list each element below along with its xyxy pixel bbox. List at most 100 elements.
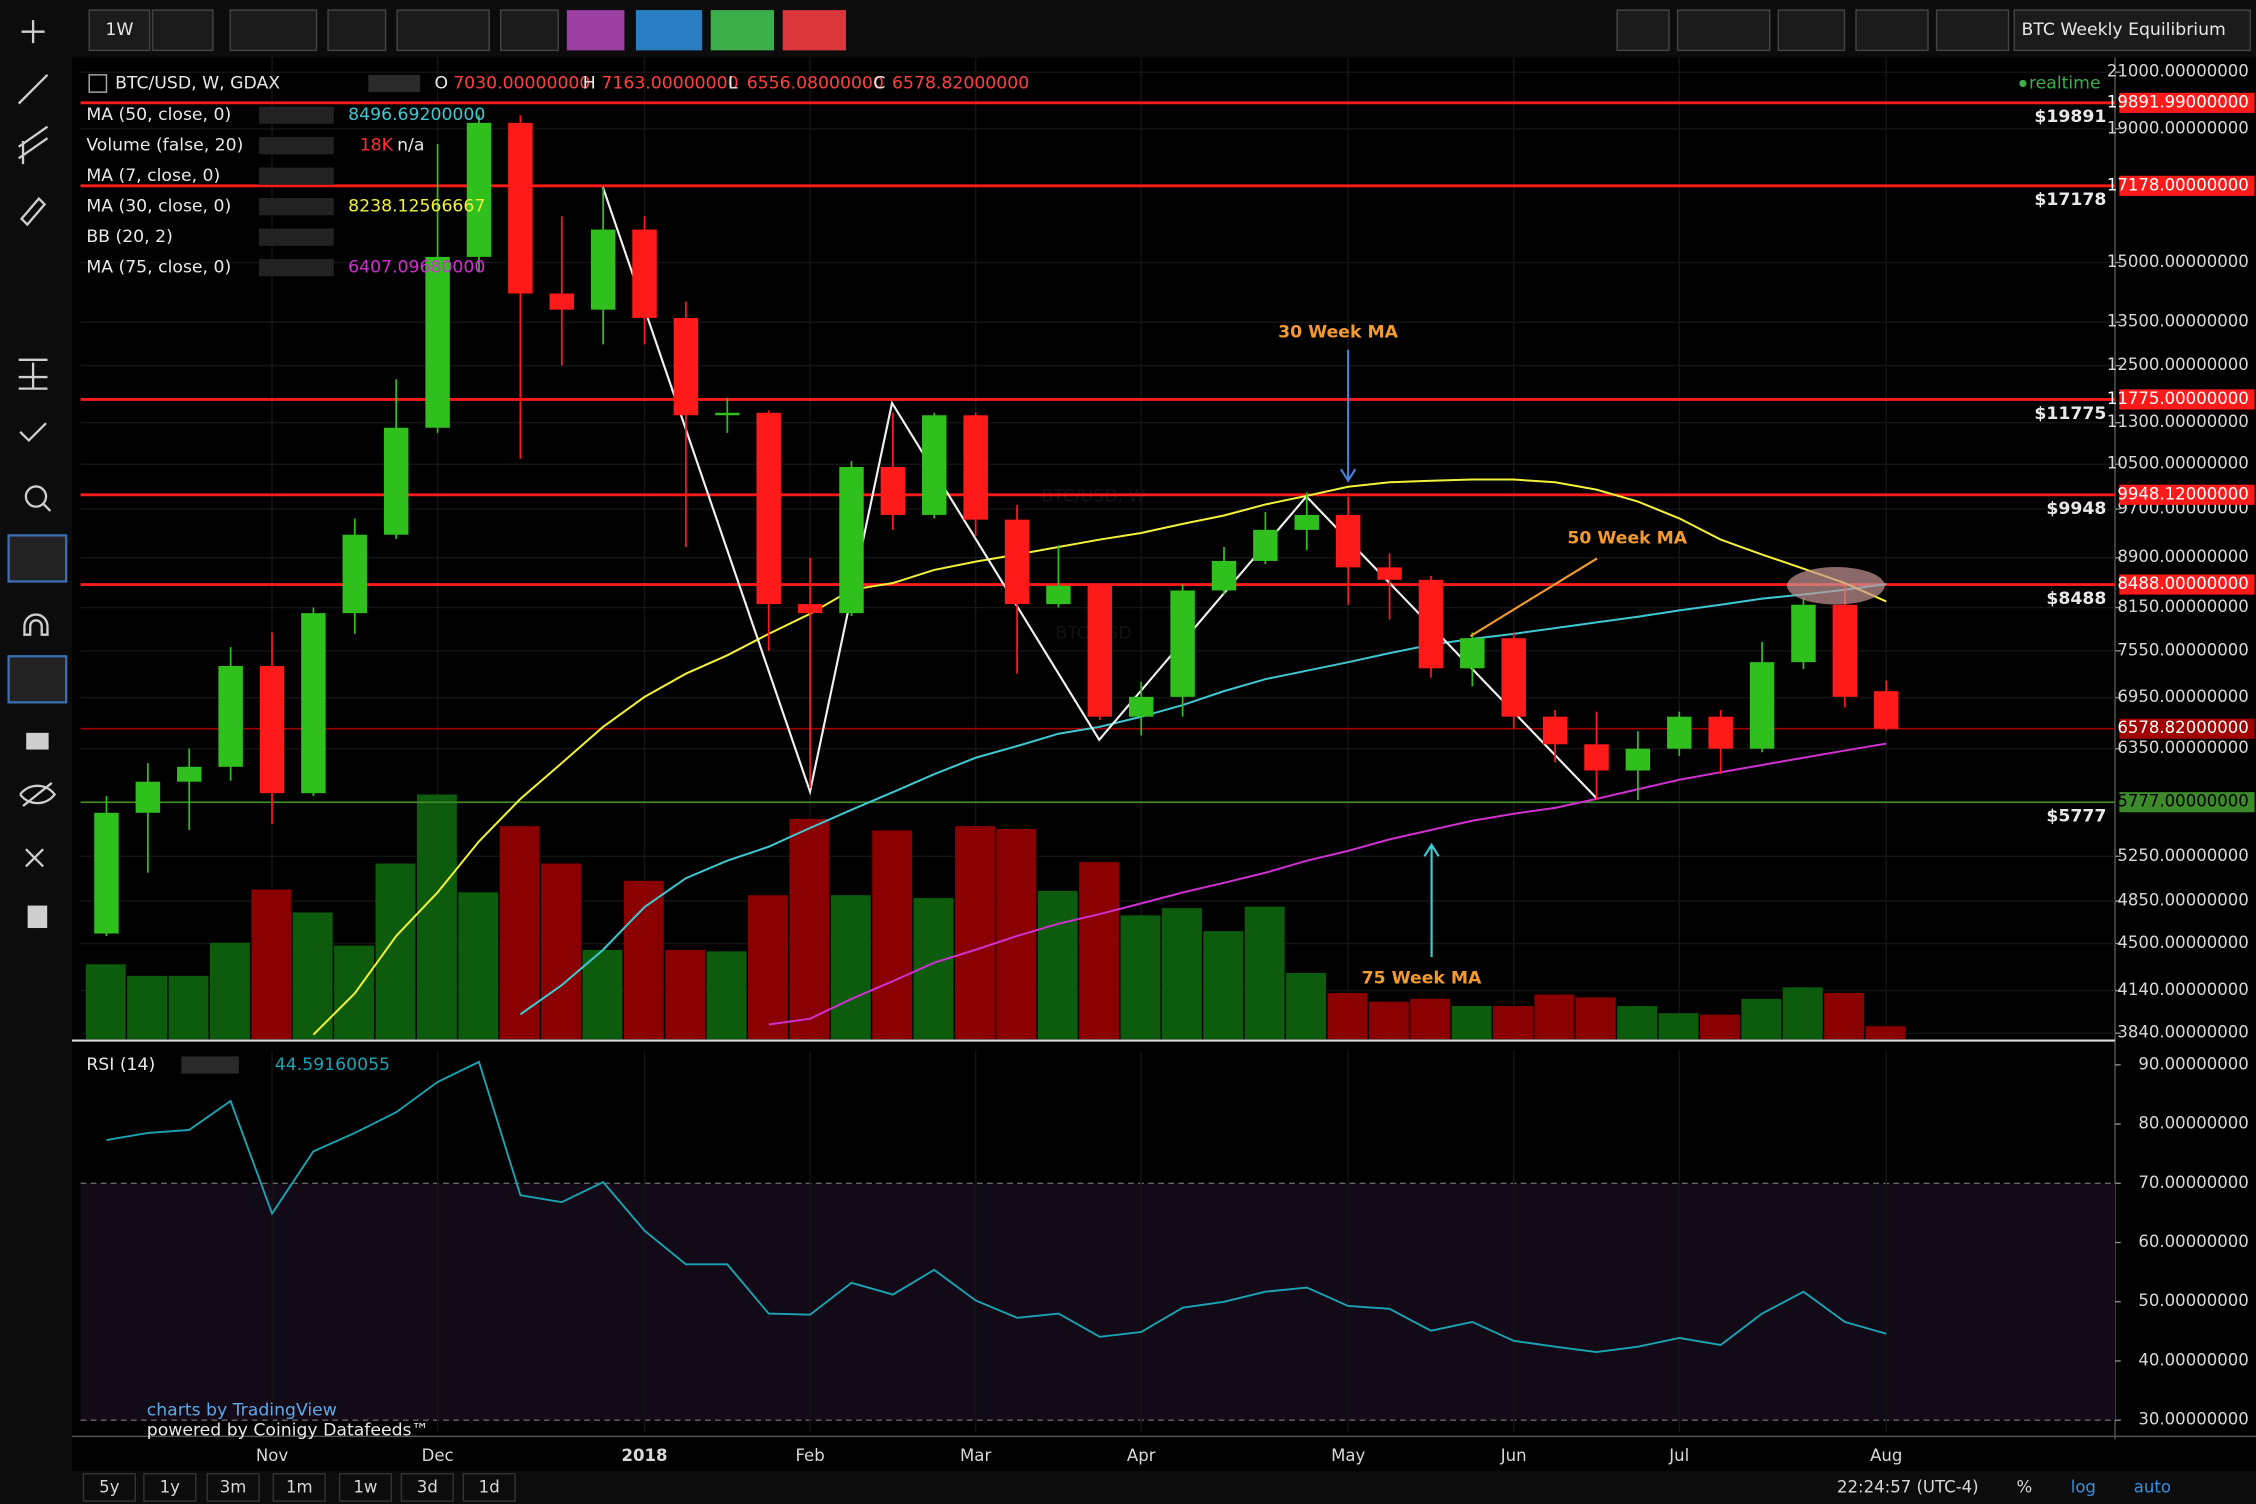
indicator-controls[interactable]: [258, 259, 334, 277]
load-button[interactable]: [1855, 9, 1929, 52]
crosshair-tool[interactable]: [21, 20, 45, 44]
level-axis-label: 8488.00000000: [2117, 574, 2248, 593]
sell-button[interactable]: [782, 10, 846, 51]
range-button[interactable]: [400, 1473, 454, 1502]
x-tick-label: Jun: [1500, 1446, 1527, 1465]
volume-bar: [1534, 994, 1575, 1040]
candle-body: [1046, 585, 1071, 605]
annotation: 75 Week MA: [1362, 969, 1482, 989]
range-label: 1d: [479, 1478, 500, 1497]
settings-button[interactable]: [327, 9, 387, 52]
range-label: 1w: [353, 1478, 377, 1497]
symbol-settings[interactable]: [368, 74, 421, 93]
level-axis-box: [2119, 718, 2255, 739]
collapse-toggle[interactable]: [88, 74, 108, 93]
trendline-tool[interactable]: [17, 74, 49, 105]
scale-button[interactable]: %: [2016, 1478, 2032, 1497]
magnet-tool[interactable]: [23, 613, 49, 636]
alert-button[interactable]: [635, 10, 703, 51]
range-button[interactable]: [143, 1473, 197, 1502]
save-button[interactable]: [1935, 9, 2010, 52]
scale-button[interactable]: auto: [2134, 1478, 2171, 1497]
indicator-controls[interactable]: [258, 137, 334, 155]
volume-bar: [251, 889, 292, 1040]
candle-body: [1832, 604, 1858, 697]
volume-bar: [1244, 906, 1285, 1040]
annotation: 30 Week MA: [1278, 322, 1398, 342]
candle-body: [963, 415, 988, 520]
range-button[interactable]: [462, 1473, 516, 1502]
x-tick-label: 2018: [622, 1446, 668, 1465]
layout-name: BTC Weekly Equilibrium: [2021, 20, 2225, 40]
hide-tool[interactable]: [19, 782, 57, 807]
measure-tool[interactable]: [18, 358, 48, 390]
remove-tool[interactable]: [25, 848, 44, 868]
app-button[interactable]: [566, 10, 625, 51]
ohlc-value: 7030.00000000: [453, 73, 590, 93]
indicator-name: MA (75, close, 0): [86, 258, 231, 278]
indicator-controls[interactable]: [258, 228, 334, 246]
volume-bar: [1286, 972, 1327, 1040]
candle-body: [922, 415, 947, 515]
indicator-controls[interactable]: [258, 198, 334, 216]
trash-tool[interactable]: [27, 905, 48, 929]
volume-bar: [830, 895, 871, 1040]
fullscreen-button[interactable]: [1616, 9, 1670, 52]
indicator-controls[interactable]: [258, 106, 334, 124]
candle-body: [135, 781, 161, 813]
brush-tool[interactable]: [20, 196, 47, 227]
chart-style-button[interactable]: [229, 9, 318, 52]
rsi-tick-label: 80.00000000: [2138, 1114, 2248, 1133]
favorites-tool[interactable]: [7, 534, 68, 583]
indicator-controls[interactable]: [258, 167, 334, 185]
rsi-value: 44.59160055: [275, 1055, 390, 1075]
watermark: BTC/USD, W: [1041, 487, 1145, 507]
level-label: $17178: [2034, 190, 2106, 210]
interval-menu[interactable]: [151, 9, 214, 52]
interval-button[interactable]: [88, 9, 151, 52]
level-axis-box: [2119, 92, 2255, 113]
volume-bar: [748, 895, 788, 1040]
indicator-name: Volume (false, 20): [86, 136, 243, 156]
level-label: $5777: [2046, 807, 2106, 827]
undo-redo-buttons[interactable]: [1676, 9, 1771, 52]
fib-tool[interactable]: [18, 125, 49, 165]
rsi-tick-label: 40.00000000: [2138, 1350, 2248, 1369]
level-axis-box: [2119, 175, 2255, 196]
volume-bar: [582, 949, 623, 1040]
x-tick-label: Nov: [256, 1446, 288, 1465]
scale-button[interactable]: log: [2071, 1478, 2096, 1497]
rsi-settings[interactable]: [181, 1056, 239, 1074]
volume-bar: [1451, 1006, 1492, 1040]
indicators-button[interactable]: [396, 9, 490, 52]
range-button[interactable]: [338, 1473, 393, 1502]
candle-body: [94, 812, 119, 934]
snapshot-button[interactable]: [1777, 9, 1846, 52]
candle-body: [1460, 638, 1485, 669]
y-tick-label: 13500.00000000: [2107, 312, 2249, 331]
check-tool[interactable]: [19, 422, 47, 443]
lock-tool[interactable]: [26, 732, 49, 750]
layout-button[interactable]: [2013, 9, 2251, 52]
y-tick-label: 3840.00000000: [2117, 1023, 2248, 1042]
range-button[interactable]: [206, 1473, 260, 1502]
rsi-tick-label: 50.00000000: [2138, 1291, 2248, 1310]
arrow-head-75: [1423, 842, 1440, 857]
buy-button[interactable]: [710, 10, 775, 51]
range-button[interactable]: [82, 1473, 136, 1502]
left-toolbar: [0, 0, 72, 1504]
level-label: $11775: [2034, 404, 2106, 424]
zoom-tool[interactable]: [24, 485, 48, 508]
candle-body: [466, 122, 492, 257]
candle-body: [549, 293, 574, 310]
candle-body: [632, 229, 657, 318]
volume-bar: [375, 863, 416, 1040]
level-label: $9948: [2046, 499, 2106, 519]
ohlc-key: O: [435, 73, 449, 93]
candle-body: [1542, 716, 1568, 745]
compare-button[interactable]: [499, 9, 559, 52]
candle-body: [1749, 662, 1775, 749]
level-axis-label: 11775.00000000: [2107, 389, 2249, 408]
range-button[interactable]: [272, 1473, 326, 1502]
stay-drawing-tool[interactable]: [7, 655, 68, 704]
